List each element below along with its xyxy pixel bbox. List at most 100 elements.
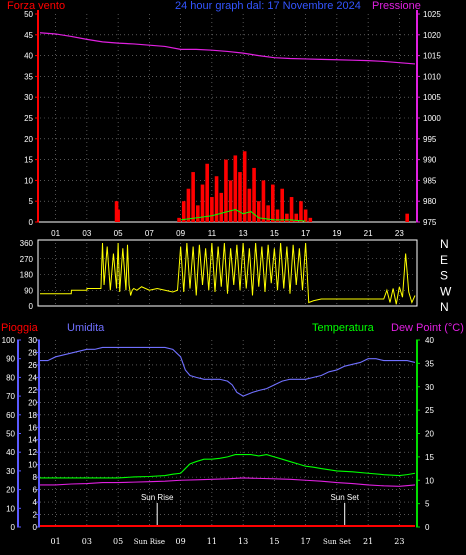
- humidity-axis-label: Umidita: [67, 322, 105, 334]
- gust-bar: [191, 172, 195, 222]
- gust-bar: [266, 205, 270, 222]
- wind-axis-ticks: 0 5 10 15 20 25 30 35 40 45 50: [24, 10, 33, 227]
- wind-tick-label: 30: [24, 93, 33, 102]
- humidity-temp-series: [40, 346, 416, 527]
- gust-bar: [224, 159, 228, 222]
- direction-axis-ticks: 0 90 180 270 360: [20, 239, 34, 311]
- time-tick-label: 07: [145, 229, 154, 238]
- temperature-tick-label: 20: [425, 430, 434, 439]
- humidity-tick-label: 0: [11, 523, 16, 532]
- gust-bar: [252, 167, 256, 222]
- wind-tick-label: 25: [24, 114, 33, 123]
- pressure-tick-label: 1005: [423, 93, 441, 102]
- time-tick-label: 23: [395, 229, 404, 238]
- humidity-tick-label: 70: [6, 392, 15, 401]
- humidity-tick-label: 80: [6, 373, 15, 382]
- gust-bar: [210, 197, 214, 222]
- pressure-tick-label: 980: [423, 197, 437, 206]
- humidity-tick-label: 100: [2, 336, 16, 345]
- time-tick-label: 19: [332, 229, 341, 238]
- humidity-line: [40, 346, 416, 397]
- pressure-tick-label: 1010: [423, 72, 441, 81]
- gust-bar: [181, 201, 186, 222]
- rain-tick-label: 24: [28, 373, 37, 382]
- gust-bar: [238, 172, 242, 222]
- time-tick-label: 03: [82, 229, 91, 238]
- wind-tick-label: 20: [24, 135, 33, 144]
- humidity-tick-label: 40: [6, 448, 15, 457]
- temperature-tick-label: 10: [425, 476, 434, 485]
- compass-label: S: [440, 269, 448, 283]
- direction-tick-label: 90: [24, 286, 33, 295]
- rain-tick-label: 8: [33, 473, 38, 482]
- time-tick-label: 17: [301, 537, 311, 546]
- rain-tick-label: 6: [33, 486, 38, 495]
- gust-bar: [299, 201, 303, 222]
- temperature-tick-label: 0: [425, 523, 430, 532]
- temperature-tick-label: 15: [425, 453, 434, 462]
- temperature-tick-label: 25: [425, 406, 434, 415]
- direction-frame: [37, 239, 418, 307]
- wind-tick-label: 40: [24, 52, 33, 61]
- time-tick-label: 17: [301, 229, 310, 238]
- gust-bar: [308, 217, 313, 222]
- sun-annotation-label: Sun Set: [330, 493, 359, 502]
- time-tick-label: 09: [176, 537, 186, 546]
- rain-tick-label: 26: [28, 361, 37, 370]
- gust-bar: [242, 151, 247, 222]
- gust-bar: [285, 213, 289, 222]
- wind-time-ticks: 01 03 05 07 09 11 13 15 17 19 21 23: [51, 229, 404, 238]
- dewpoint-line: [40, 477, 416, 487]
- rain-tick-label: 16: [28, 423, 37, 432]
- gust-bar: [214, 176, 219, 222]
- time-tick-label: 13: [239, 229, 248, 238]
- direction-panel-border: [37, 239, 418, 307]
- gust-bar: [303, 209, 308, 222]
- compass-label: W: [440, 284, 452, 298]
- time-tick-label: 13: [238, 537, 248, 546]
- time-tick-label: 01: [51, 229, 60, 238]
- direction-series: [40, 242, 416, 305]
- rain-tick-label: 30: [28, 336, 37, 345]
- gust-bar: [200, 184, 205, 222]
- direction-tick-label: 270: [20, 255, 34, 264]
- gust-bar: [271, 184, 275, 222]
- humidity-axis-ticks: 0102030405060708090100024681012141618202…: [2, 336, 38, 532]
- gust-bar: [205, 163, 209, 222]
- wind-tick-label: 10: [24, 176, 33, 185]
- gust-bar: [186, 188, 191, 222]
- time-tick-label: 01: [51, 537, 61, 546]
- wind-axis-label: Forza vento: [7, 0, 65, 12]
- time-tick-label: 23: [394, 537, 404, 546]
- gust-bar: [247, 188, 252, 222]
- humidity-tick-label: 60: [6, 411, 15, 420]
- sun-annotations: Sun Rise Sun Set: [141, 493, 360, 527]
- pressure-tick-label: 1020: [423, 31, 441, 40]
- wind-tick-label: 15: [24, 156, 33, 165]
- humidity-tick-label: 90: [6, 355, 15, 364]
- humidity-temp-grid: [40, 340, 415, 527]
- gust-bar: [196, 205, 200, 222]
- temperature-tick-label: 40: [425, 336, 434, 345]
- sun-annotation-label: Sun Rise: [141, 493, 174, 502]
- gust-bar: [177, 217, 181, 222]
- compass-label: N: [440, 237, 449, 251]
- time-tick-label: Sun Set: [323, 538, 351, 546]
- pressure-axis-label: Pressione: [372, 0, 421, 12]
- rain-tick-label: 14: [28, 436, 37, 445]
- direction-tick-label: 0: [29, 302, 34, 311]
- time-tick-label: 15: [270, 229, 279, 238]
- temperature-tick-label: 35: [425, 359, 434, 368]
- time-tick-label: Sun Rise: [134, 538, 165, 546]
- gust-bar: [405, 213, 409, 222]
- rain-tick-label: 2: [33, 511, 38, 520]
- gust-bar: [280, 188, 284, 222]
- direction-grid: [40, 243, 415, 306]
- rain-tick-label: 28: [28, 348, 37, 357]
- rain-tick-label: 10: [28, 461, 37, 470]
- gust-bar: [228, 180, 233, 222]
- rain-tick-label: 20: [28, 398, 37, 407]
- wind-tick-label: 5: [29, 197, 34, 206]
